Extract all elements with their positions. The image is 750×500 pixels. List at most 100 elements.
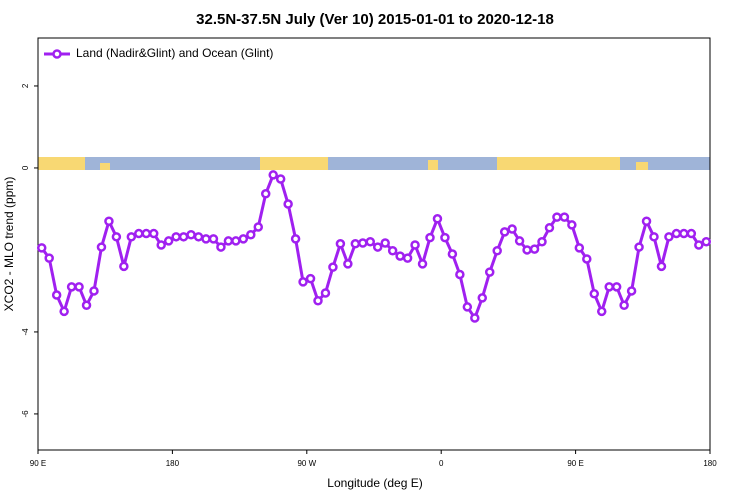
point (246, 230, 256, 240)
point (529, 244, 540, 254)
point (462, 302, 473, 312)
point (649, 232, 659, 242)
point (455, 269, 465, 280)
point (328, 262, 338, 272)
point (193, 232, 204, 242)
y-tick-label: 2 (21, 83, 30, 88)
point (178, 232, 189, 242)
point (664, 232, 674, 242)
point (358, 238, 368, 248)
point (544, 223, 555, 233)
point (156, 240, 166, 250)
point (89, 286, 99, 296)
point (596, 306, 607, 317)
point (305, 273, 316, 284)
point (514, 236, 525, 246)
point (126, 232, 137, 242)
point (432, 214, 443, 224)
y-axis-label: XCO2 - MLO trend (ppm) (2, 177, 16, 312)
point (470, 313, 480, 323)
point (641, 216, 652, 226)
point (201, 234, 211, 244)
land-band (428, 160, 438, 170)
point (626, 286, 637, 296)
point (141, 228, 152, 239)
point (671, 228, 682, 239)
point (380, 238, 390, 248)
point (499, 227, 510, 237)
point (260, 189, 271, 199)
point (440, 232, 450, 243)
point (604, 282, 614, 292)
point (335, 239, 346, 249)
land-band (636, 162, 648, 170)
point (574, 243, 585, 253)
x-tick-label: 90 E (567, 459, 583, 468)
point (298, 277, 308, 287)
point (283, 199, 293, 209)
point (395, 251, 405, 261)
point (171, 232, 181, 242)
point (559, 212, 570, 222)
point (111, 232, 122, 242)
point (425, 232, 435, 243)
point (74, 282, 84, 292)
point (507, 224, 517, 234)
point (238, 234, 249, 244)
point (223, 236, 234, 246)
point (537, 236, 547, 247)
point (253, 222, 264, 232)
point (36, 243, 47, 253)
point (417, 259, 428, 269)
point (343, 259, 353, 269)
point (484, 267, 495, 277)
point (66, 282, 77, 292)
legend-marker (52, 49, 62, 59)
point (567, 220, 577, 230)
point (51, 290, 62, 300)
point (96, 242, 107, 252)
point (231, 236, 241, 246)
point (104, 216, 114, 226)
x-tick-label: 0 (439, 459, 444, 468)
y-tick-label: -6 (21, 410, 30, 418)
point (44, 253, 54, 263)
land-band (38, 157, 85, 170)
x-axis-label: Longitude (deg E) (327, 476, 422, 490)
y-tick-label: -4 (21, 328, 30, 336)
y-tick-label: 0 (21, 165, 30, 170)
x-tick-label: 180 (166, 459, 180, 468)
point (186, 230, 196, 240)
point (320, 288, 331, 298)
point (522, 245, 532, 255)
point (208, 234, 219, 244)
land-ocean-strip (38, 157, 710, 170)
point (582, 254, 592, 264)
land-band (260, 157, 328, 170)
point (365, 236, 376, 247)
point (679, 228, 689, 239)
point (619, 300, 629, 311)
land-band (497, 157, 620, 170)
legend-label: Land (Nadir&Glint) and Ocean (Glint) (76, 46, 273, 60)
point (656, 261, 667, 272)
point (163, 236, 174, 246)
point (268, 170, 278, 180)
point (148, 228, 159, 239)
x-tick-label: 90 E (30, 459, 46, 468)
point (275, 174, 286, 184)
chart-title: 32.5N-37.5N July (Ver 10) 2015-01-01 to … (196, 11, 554, 28)
x-tick-label: 180 (703, 459, 717, 468)
point (694, 240, 704, 250)
point (589, 289, 600, 299)
point (477, 293, 488, 303)
point (447, 249, 458, 259)
point (701, 236, 712, 247)
land-band (100, 163, 110, 170)
point (119, 261, 129, 272)
point (216, 242, 226, 252)
point (290, 234, 301, 244)
point (611, 282, 622, 292)
point (402, 253, 413, 263)
